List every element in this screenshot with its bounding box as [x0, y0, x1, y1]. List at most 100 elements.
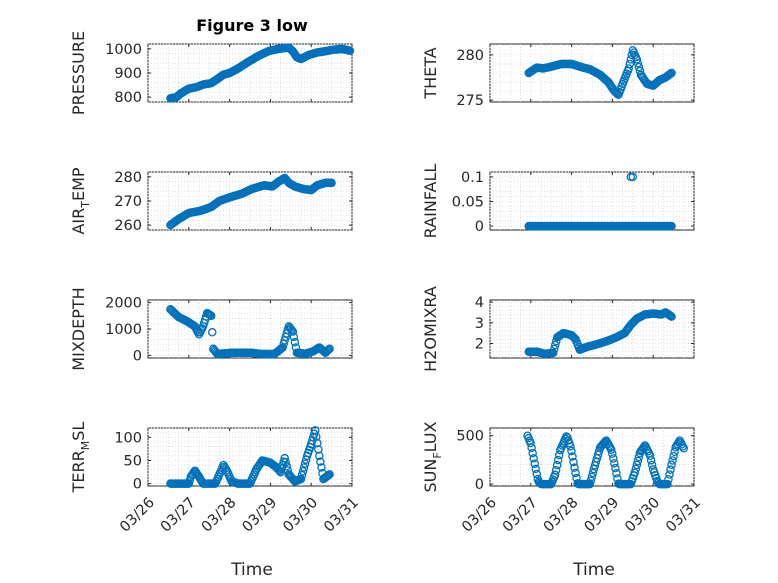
- data-point: [530, 459, 539, 468]
- subplot-mixdepth: 0 1000 2000 MIXDEPTH: [69, 287, 353, 371]
- x-tick-label: 03/31: [321, 495, 362, 536]
- data-point: [548, 348, 558, 358]
- x-axis-label-right: Time: [572, 560, 615, 580]
- data-point: [327, 178, 336, 188]
- data-point: [311, 426, 320, 435]
- y-axis-label: AIRTEMP: [69, 167, 92, 234]
- y-tick-label: 800: [114, 90, 142, 106]
- data-point: [551, 340, 560, 350]
- data-point: [298, 467, 308, 476]
- figure-title: Figure 3 low: [196, 16, 308, 35]
- data-point: [586, 476, 596, 485]
- data-point: [288, 327, 298, 336]
- data-point: [663, 479, 672, 489]
- data-point: [611, 463, 620, 473]
- data-point: [277, 344, 286, 353]
- data-point: [323, 471, 332, 481]
- y-tick-label: 0.05: [452, 194, 484, 210]
- y-axis-label-part: EMP: [69, 167, 88, 201]
- data-point: [647, 460, 657, 470]
- data-point: [610, 459, 619, 468]
- y-tick-label: 900: [114, 66, 142, 82]
- data-point: [316, 457, 325, 466]
- markers-air_temp: [166, 173, 336, 230]
- y-axis-label: TERRMSL: [69, 422, 92, 494]
- y-axis-label: THETA: [421, 47, 440, 99]
- data-point: [552, 460, 562, 470]
- data-point: [553, 455, 563, 465]
- markers-rainfall: [524, 172, 676, 231]
- data-point: [571, 468, 580, 478]
- y-tick-label: 1000: [105, 42, 142, 58]
- x-tick-label: 03/28: [541, 495, 582, 536]
- data-point: [282, 462, 291, 471]
- subplot-rainfall: 0 0.05 0.1 RAINFALL: [421, 164, 695, 238]
- data-point: [569, 457, 578, 467]
- data-point: [624, 64, 633, 73]
- x-tick-label: 03/26: [459, 495, 500, 536]
- data-point: [317, 463, 326, 472]
- y-tick-label: 280: [114, 170, 142, 186]
- data-point: [607, 445, 616, 454]
- subplot-pressure: 800 900 1000 PRESSURE: [69, 31, 355, 115]
- data-point: [609, 454, 618, 463]
- y-tick-label: 3: [475, 316, 484, 332]
- y-tick-label: 100: [114, 430, 142, 446]
- data-point: [667, 312, 676, 321]
- data-point: [634, 452, 644, 462]
- data-point: [630, 468, 640, 477]
- data-point: [315, 451, 324, 461]
- y-tick-label: 270: [114, 194, 142, 210]
- data-point: [206, 311, 216, 321]
- subplot-h2omixra: 2 3 4 H2OMIXRA: [421, 286, 695, 372]
- data-point: [208, 328, 217, 337]
- y-axis-label-part: H2OMIXRA: [421, 286, 440, 372]
- x-tick-label: 03/29: [240, 495, 281, 536]
- y-tick-label: 0: [133, 348, 142, 364]
- y-tick-label: 275: [456, 93, 484, 109]
- data-point: [296, 474, 306, 484]
- y-axis-label-part: PRESSURE: [69, 31, 88, 115]
- y-tick-label: 2000: [105, 296, 142, 312]
- markers-h2omixra: [524, 308, 676, 359]
- subplot-air_temp: 260 270 280 AIRTEMP: [69, 167, 353, 235]
- data-point: [297, 470, 307, 480]
- y-axis-label: PRESSURE: [69, 31, 88, 115]
- data-point: [633, 59, 643, 68]
- data-point: [550, 344, 559, 354]
- y-axis-label: H2OMIXRA: [421, 286, 440, 372]
- data-point: [631, 464, 641, 474]
- data-point: [635, 66, 645, 76]
- data-point: [570, 463, 579, 472]
- data-point: [529, 454, 538, 463]
- data-point: [646, 456, 656, 465]
- x-tick-label: 03/28: [199, 495, 240, 536]
- data-point: [628, 172, 638, 182]
- data-point: [532, 469, 541, 479]
- data-point: [281, 457, 290, 467]
- data-point: [551, 465, 561, 475]
- x-tick-label: 03/27: [158, 495, 199, 536]
- y-axis-label-part: THETA: [421, 47, 440, 99]
- data-point: [665, 470, 674, 479]
- data-point: [668, 456, 677, 465]
- x-tick-label: 03/27: [500, 495, 541, 536]
- data-point: [667, 68, 676, 78]
- data-point: [679, 444, 689, 453]
- y-tick-label: 0: [475, 477, 484, 493]
- grid-lines: [489, 300, 695, 358]
- y-tick-label: 500: [456, 429, 484, 445]
- subplot-terr_msl: 0 50 100 03/26 03/27 03/28 03/29 03/30 03/31 TERR…: [69, 422, 362, 536]
- data-point: [531, 464, 540, 474]
- y-axis-label-part: AIR: [69, 208, 88, 235]
- y-axis-label-part: LUX: [421, 421, 440, 452]
- data-point: [300, 459, 310, 468]
- data-point: [550, 470, 560, 480]
- markers-theta: [524, 46, 676, 100]
- data-point: [567, 446, 576, 456]
- markers-pressure: [166, 43, 355, 103]
- data-point: [608, 449, 617, 458]
- data-point: [588, 468, 598, 478]
